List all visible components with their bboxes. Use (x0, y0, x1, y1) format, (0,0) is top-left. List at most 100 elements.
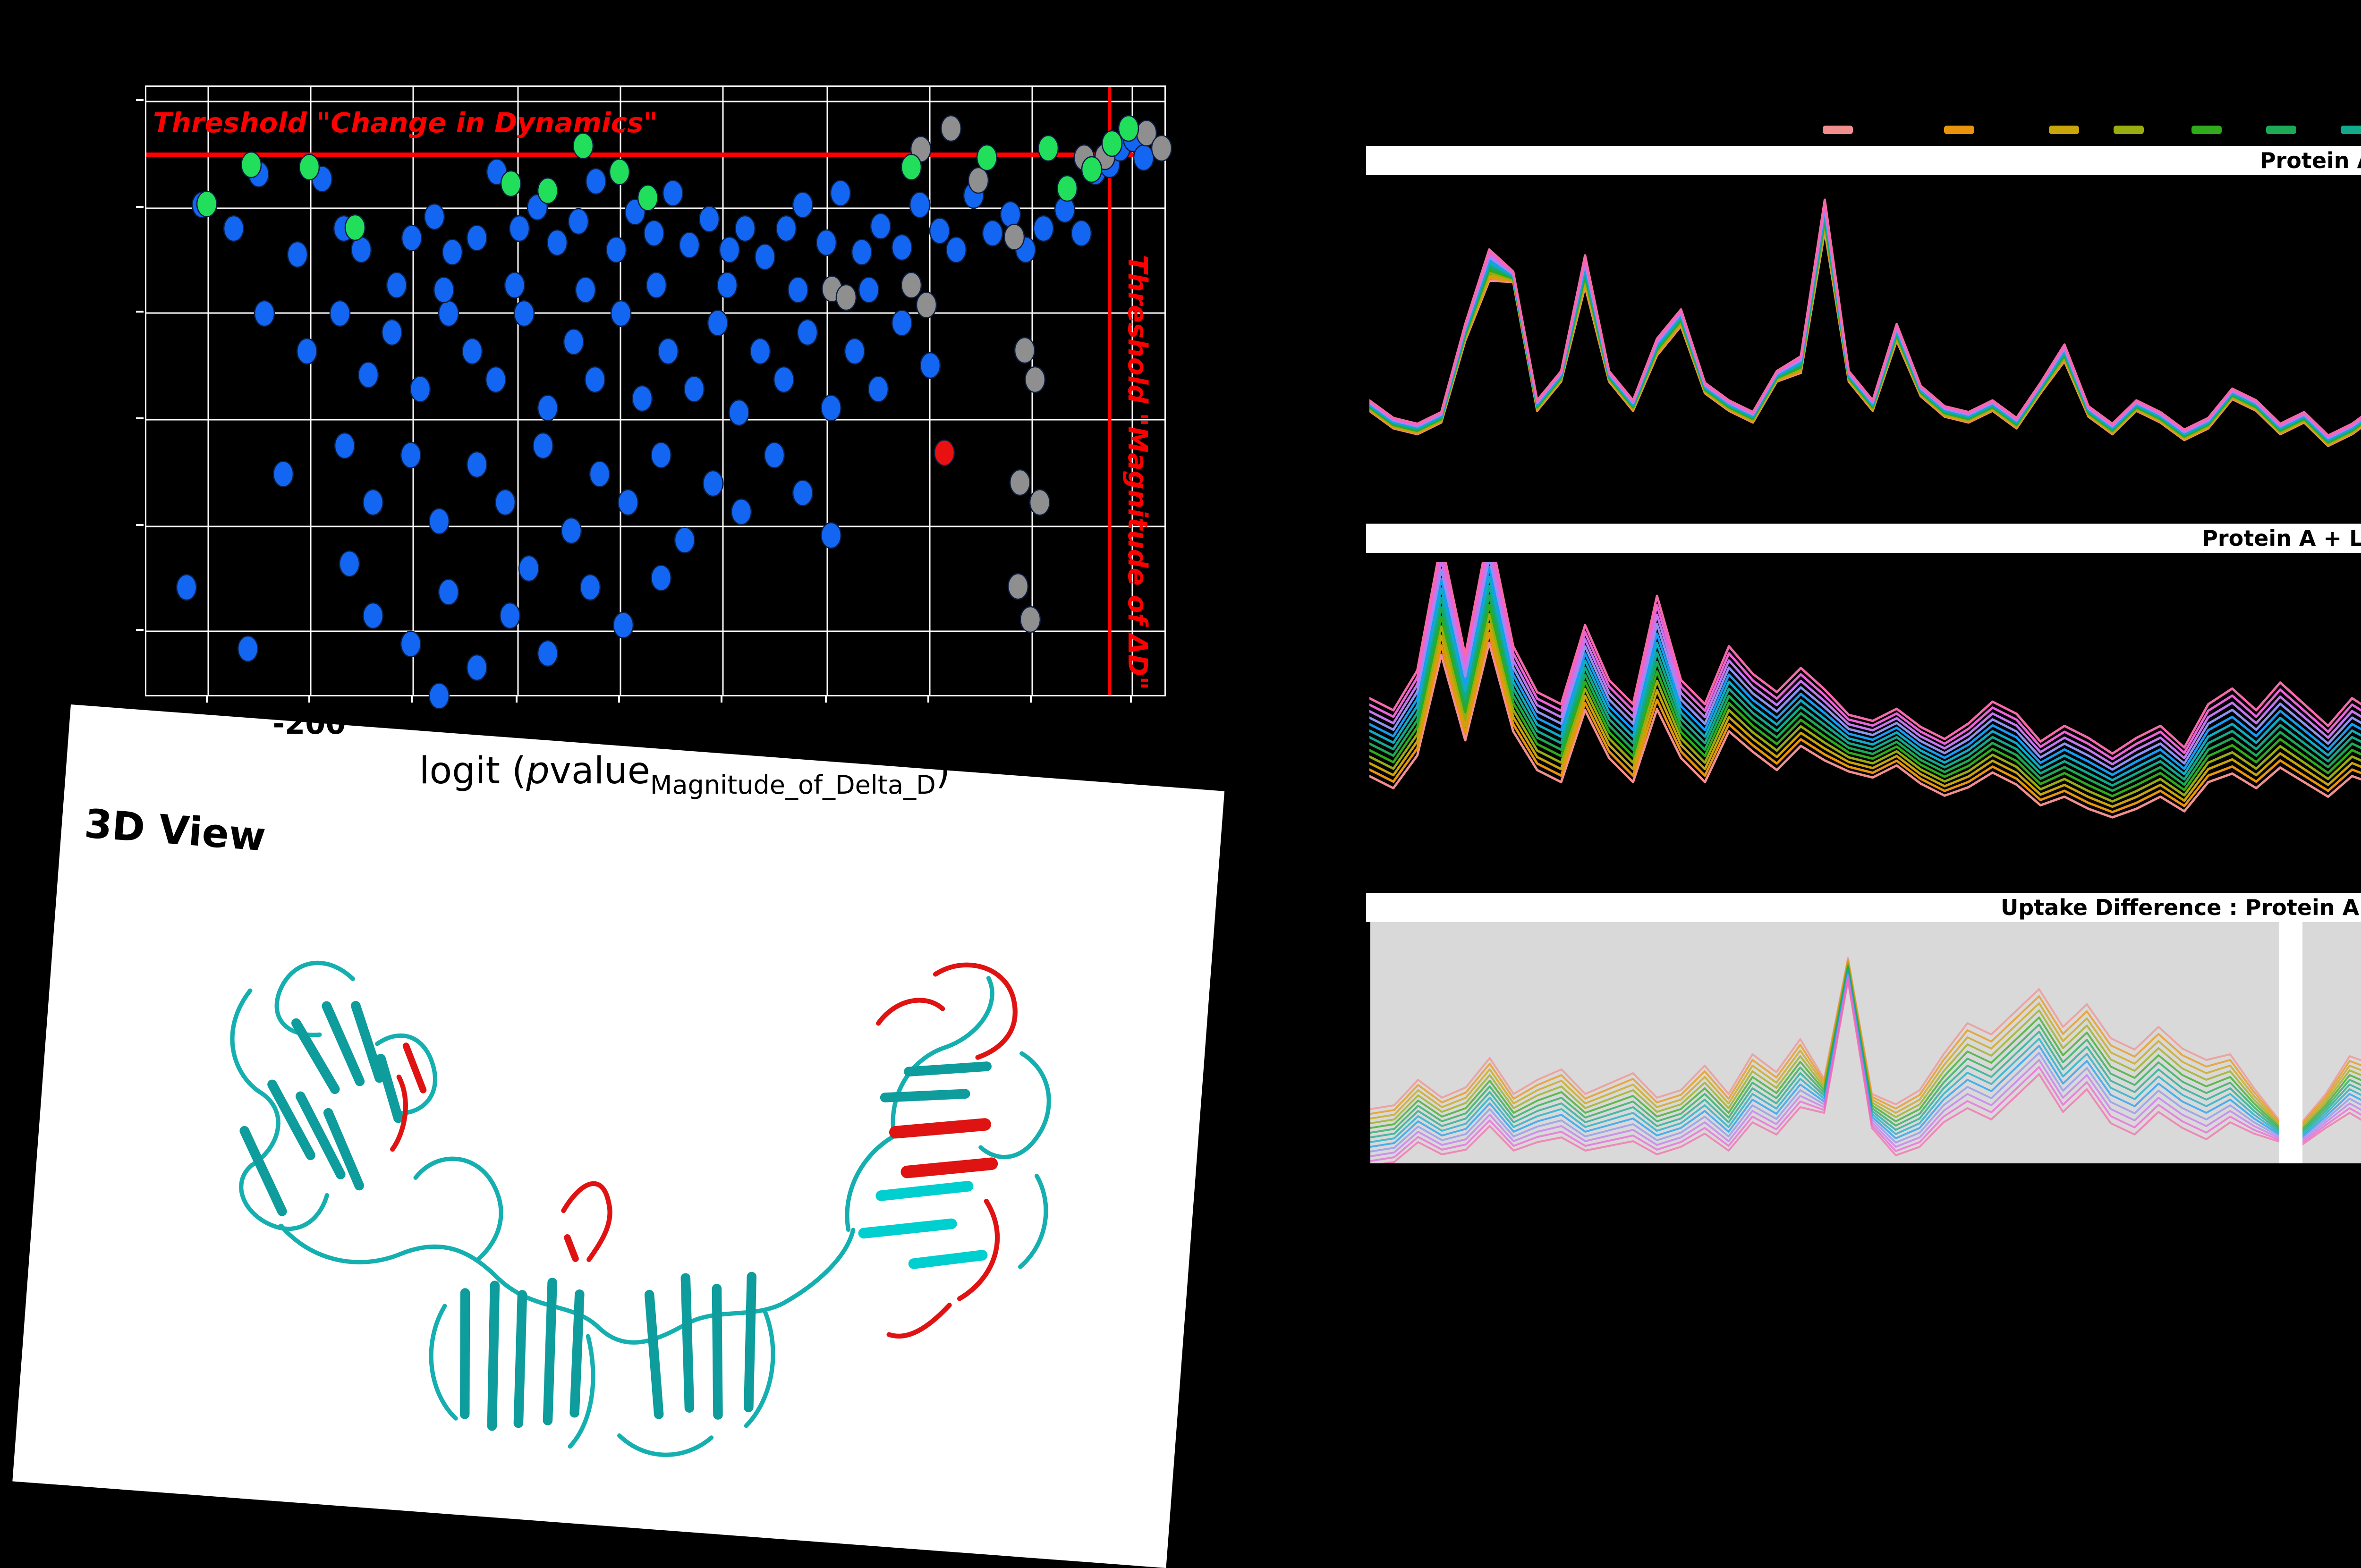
scatter-point-blue[interactable] (754, 243, 776, 271)
scatter-point-blue[interactable] (537, 640, 559, 667)
scatter-point-green[interactable] (196, 190, 218, 218)
scatter-point-blue[interactable] (749, 338, 771, 365)
scatter-point-blue[interactable] (982, 220, 1003, 247)
protein-ribbon-structure[interactable] (142, 869, 1152, 1530)
scatter-point-blue[interactable] (679, 231, 700, 259)
scatter-point-blue[interactable] (797, 319, 818, 346)
scatter-point-blue[interactable] (568, 208, 589, 235)
scatter-point-blue[interactable] (830, 179, 851, 207)
scatter-point-gray[interactable] (1009, 469, 1031, 496)
scatter-point-blue[interactable] (339, 550, 360, 577)
scatter-point-blue[interactable] (1033, 215, 1054, 242)
scatter-point-green[interactable] (1056, 175, 1078, 202)
scatter-point-blue[interactable] (438, 578, 459, 606)
scatter-point-blue[interactable] (509, 215, 530, 242)
scatter-point-blue[interactable] (537, 394, 559, 422)
scatter-point-blue[interactable] (400, 630, 422, 658)
scatter-point-blue[interactable] (1000, 201, 1021, 228)
uptake-chart-protein-a-ligand[interactable] (1369, 562, 2361, 883)
scatter-point-blue[interactable] (400, 441, 422, 469)
scatter-point-blue[interactable] (734, 215, 756, 242)
scatter-point-blue[interactable] (357, 361, 379, 389)
scatter-point-blue[interactable] (579, 574, 601, 601)
scatter-point-blue[interactable] (589, 460, 611, 488)
scatter-point-green[interactable] (537, 177, 559, 204)
scatter-point-blue[interactable] (334, 432, 356, 459)
scatter-point-blue[interactable] (773, 366, 795, 393)
scatter-point-blue[interactable] (401, 224, 423, 252)
scatter-point-blue[interactable] (716, 271, 738, 299)
uptake-chart-protein-a[interactable] (1369, 184, 2361, 515)
scatter-point-blue[interactable] (650, 441, 672, 469)
scatter-point-green[interactable] (1101, 130, 1123, 157)
scatter-point-blue[interactable] (662, 179, 684, 207)
scatter-point-gray[interactable] (1029, 489, 1051, 516)
scatter-point-blue[interactable] (584, 366, 606, 393)
scatter-point-blue[interactable] (815, 229, 837, 256)
scatter-point-blue[interactable] (381, 319, 403, 346)
scatter-point-blue[interactable] (287, 241, 308, 268)
scatter-point-blue[interactable] (820, 522, 842, 549)
scatter-point-green[interactable] (976, 144, 998, 171)
scatter-point-blue[interactable] (683, 375, 705, 403)
scatter-point-green[interactable] (1081, 156, 1103, 183)
scatter-point-green[interactable] (1118, 115, 1139, 142)
scatter-point-blue[interactable] (433, 276, 455, 304)
scatter-point-blue[interactable] (728, 399, 750, 426)
scatter-point-blue[interactable] (792, 191, 814, 219)
scatter-point-green[interactable] (500, 170, 522, 197)
scatter-point-blue[interactable] (296, 338, 318, 365)
scatter-point-blue[interactable] (563, 328, 585, 356)
scatter-point-blue[interactable] (223, 215, 245, 242)
scatter-point-green[interactable] (298, 153, 320, 181)
scatter-point-blue[interactable] (362, 489, 384, 516)
scatter-point-blue[interactable] (929, 217, 951, 245)
scatter-point-green[interactable] (240, 151, 262, 178)
scatter-point-blue[interactable] (787, 276, 809, 304)
scatter-point-blue[interactable] (272, 460, 294, 488)
scatter-point-blue[interactable] (820, 394, 842, 422)
scatter-point-blue[interactable] (442, 238, 463, 266)
scatter-point-blue[interactable] (919, 352, 941, 379)
scatter-point-blue[interactable] (610, 300, 632, 327)
scatter-point-blue[interactable] (561, 517, 582, 544)
scatter-point-blue[interactable] (237, 635, 259, 662)
scatter-point-blue[interactable] (867, 375, 889, 403)
scatter-point-red[interactable] (934, 439, 955, 466)
scatter-point-blue[interactable] (945, 236, 967, 263)
scatter-point-blue[interactable] (858, 276, 880, 304)
3d-view-card[interactable]: 3D View (12, 704, 1225, 1568)
scatter-point-blue[interactable] (466, 654, 488, 681)
scatter-point-blue[interactable] (575, 276, 596, 304)
scatter-point-blue[interactable] (764, 441, 785, 469)
scatter-point-blue[interactable] (428, 508, 450, 535)
scatter-point-blue[interactable] (792, 479, 814, 507)
scatter-point-blue[interactable] (362, 602, 384, 629)
scatter-point-blue[interactable] (891, 309, 913, 337)
legend-item-timepoint-6[interactable] (2266, 126, 2296, 134)
scatter-point-blue[interactable] (775, 215, 797, 242)
volcano-plot[interactable]: Threshold "Change in Dynamics" Threshold… (145, 85, 1172, 710)
scatter-point-blue[interactable] (485, 366, 507, 393)
scatter-point-green[interactable] (609, 158, 630, 186)
scatter-point-blue[interactable] (329, 300, 351, 327)
legend-item-timepoint-1[interactable] (1823, 126, 1853, 134)
scatter-point-blue[interactable] (513, 300, 535, 327)
scatter-point-gray[interactable] (916, 291, 937, 319)
legend-item-timepoint-7[interactable] (2341, 126, 2361, 134)
scatter-point-blue[interactable] (657, 338, 679, 365)
scatter-point-blue[interactable] (1133, 144, 1155, 171)
scatter-point-gray[interactable] (900, 271, 922, 299)
scatter-point-blue[interactable] (438, 300, 459, 327)
scatter-point-gray[interactable] (968, 167, 989, 194)
scatter-point-blue[interactable] (631, 385, 653, 412)
scatter-point-blue[interactable] (645, 271, 667, 299)
scatter-point-blue[interactable] (605, 236, 627, 263)
scatter-point-blue[interactable] (650, 564, 672, 592)
scatter-point-blue[interactable] (851, 238, 873, 266)
scatter-point-blue[interactable] (499, 602, 521, 629)
scatter-point-gray[interactable] (1024, 366, 1046, 393)
scatter-point-green[interactable] (1037, 135, 1059, 162)
volcano-scatter-canvas[interactable] (146, 87, 1172, 710)
scatter-point-blue[interactable] (518, 555, 540, 582)
